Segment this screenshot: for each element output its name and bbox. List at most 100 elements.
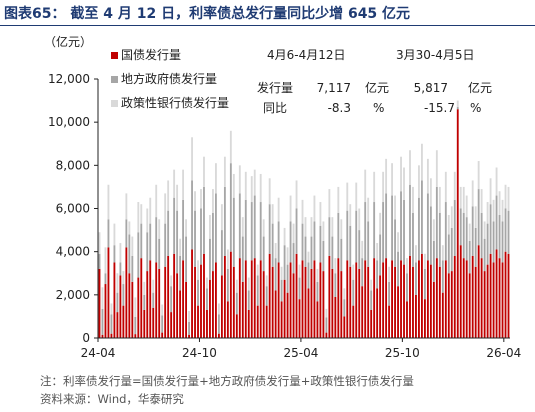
bar-guozhai	[450, 271, 453, 338]
bar-difang	[313, 221, 316, 261]
bar-guozhai	[352, 305, 355, 339]
bar-guozhai	[480, 258, 483, 338]
bar-difang	[316, 281, 319, 302]
bar-difang	[328, 217, 331, 256]
bar-difang	[435, 186, 438, 259]
bar-zhengce	[125, 193, 128, 220]
bar-difang	[355, 210, 358, 263]
bar-guozhai	[447, 273, 450, 338]
bar-difang	[468, 240, 471, 274]
bar-zhengce	[158, 219, 161, 239]
bar-guozhai	[307, 288, 310, 338]
bar-zhengce	[397, 232, 399, 252]
bar-guozhai	[277, 262, 280, 338]
bar-difang	[125, 219, 128, 248]
bar-difang	[220, 230, 223, 276]
bar-zhengce	[164, 193, 167, 224]
bar-difang	[235, 292, 238, 315]
bar-zhengce	[229, 130, 232, 164]
bar-difang	[250, 202, 253, 261]
bar-guozhai	[346, 260, 349, 338]
bar-difang	[185, 236, 187, 282]
bar-guozhai	[316, 301, 319, 338]
bar-guozhai	[107, 247, 110, 338]
bar-zhengce	[197, 260, 199, 280]
bar-zhengce	[140, 204, 143, 224]
bar-difang	[137, 232, 140, 278]
bar-difang	[212, 212, 214, 272]
bar-difang	[429, 206, 432, 265]
bar-guozhai	[453, 255, 456, 338]
bar-difang	[352, 279, 355, 306]
bar-difang	[295, 208, 298, 254]
bar-zhengce	[256, 264, 259, 276]
stats-col2-header: 3月30-4月5日	[396, 48, 475, 62]
bar-zhengce	[271, 204, 274, 224]
bar-zhengce	[456, 100, 459, 108]
bar-guozhai	[182, 260, 185, 338]
bar-difang	[456, 107, 459, 110]
bar-zhengce	[346, 182, 349, 211]
bar-guozhai	[128, 273, 131, 338]
bar-zhengce	[489, 178, 492, 205]
bar-zhengce	[280, 266, 283, 280]
bar-guozhai	[358, 268, 361, 338]
bar-zhengce	[170, 275, 173, 287]
bar-difang	[403, 199, 405, 265]
bar-zhengce	[223, 156, 226, 187]
bar-difang	[271, 223, 274, 267]
y-tick-label: 2,000	[56, 288, 90, 302]
y-tick-label: 6,000	[56, 202, 90, 216]
bar-guozhai	[328, 255, 331, 338]
bar-guozhai	[220, 275, 223, 338]
bar-difang	[164, 223, 167, 267]
bar-guozhai	[188, 334, 190, 338]
bar-zhengce	[501, 199, 504, 222]
bar-zhengce	[391, 163, 393, 196]
bar-difang	[474, 227, 477, 267]
bar-difang	[480, 212, 483, 259]
bar-difang	[495, 195, 498, 250]
bar-guozhai	[429, 264, 432, 338]
bar-zhengce	[101, 287, 104, 309]
bar-difang	[379, 234, 382, 276]
bar-difang	[498, 214, 501, 259]
bar-difang	[343, 299, 346, 317]
stats-row2-val1: -8.3	[328, 101, 351, 115]
bar-guozhai	[319, 262, 322, 338]
bar-guozhai	[313, 260, 316, 338]
bar-zhengce	[319, 202, 322, 226]
bar-difang	[119, 262, 122, 276]
bar-zhengce	[400, 156, 402, 192]
y-tick-label: 8,000	[56, 158, 90, 172]
bar-guozhai	[331, 268, 334, 338]
x-tick-label: 25-10	[385, 346, 420, 360]
bar-difang	[394, 219, 396, 267]
bar-difang	[146, 232, 149, 272]
bar-guozhai	[259, 260, 262, 338]
bar-zhengce	[262, 219, 265, 237]
bar-guozhai	[349, 266, 352, 338]
stats-row1-val1: 7,117	[317, 81, 351, 95]
bar-guozhai	[143, 309, 146, 338]
bar-zhengce	[203, 156, 205, 187]
bar-zhengce	[373, 171, 376, 203]
bar-zhengce	[119, 243, 122, 263]
bar-guozhai	[116, 312, 119, 338]
bar-zhengce	[349, 204, 352, 226]
bar-guozhai	[370, 309, 373, 338]
bar-guozhai	[280, 301, 283, 338]
bar-guozhai	[343, 316, 346, 338]
bar-difang	[450, 227, 453, 272]
bar-guozhai	[289, 262, 292, 338]
chart-canvas: 0 2,000 4,000 6,000 8,000 10,000 12,000 24-04 24…	[48, 47, 521, 360]
bar-zhengce	[462, 186, 465, 213]
bar-difang	[501, 221, 504, 263]
bar-guozhai	[167, 255, 170, 338]
bar-difang	[471, 206, 474, 256]
bar-guozhai	[101, 334, 104, 338]
bar-zhengce	[459, 186, 462, 209]
bar-guozhai	[495, 249, 498, 338]
bar-difang	[361, 258, 364, 287]
bar-zhengce	[143, 281, 146, 295]
